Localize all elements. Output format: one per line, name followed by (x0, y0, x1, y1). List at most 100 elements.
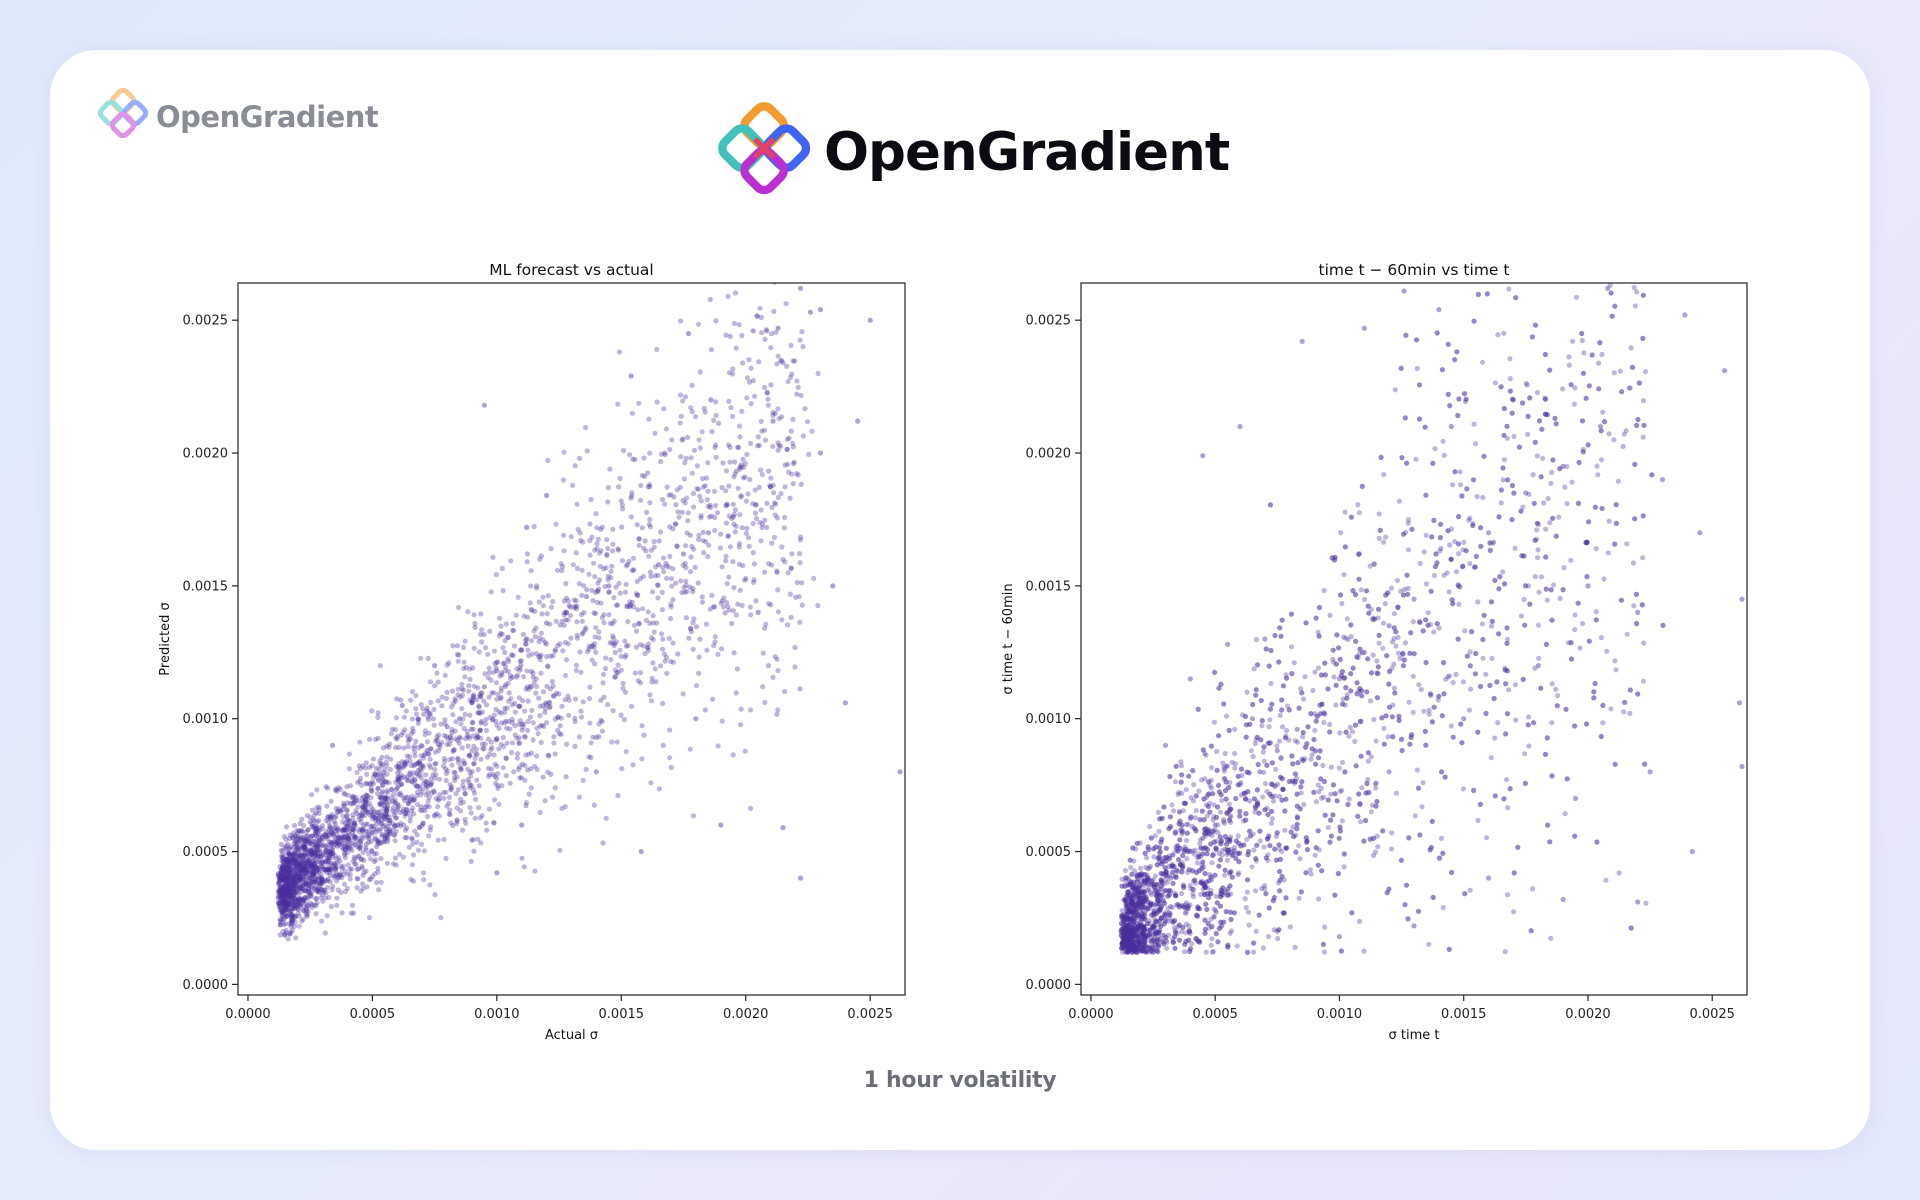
data-point (280, 872, 286, 878)
data-point (1132, 925, 1138, 932)
data-point (1123, 900, 1129, 907)
data-point (1130, 916, 1136, 922)
data-point (1468, 686, 1474, 692)
data-point (313, 827, 319, 834)
data-point (275, 872, 281, 878)
data-point (727, 544, 734, 550)
data-point (303, 870, 309, 876)
data-point (288, 866, 294, 872)
data-point (592, 574, 598, 580)
data-point (528, 785, 534, 791)
data-point (307, 848, 313, 854)
data-point (572, 603, 578, 610)
data-point (284, 891, 290, 897)
data-point (1150, 877, 1156, 883)
data-point (292, 851, 298, 857)
data-point (311, 846, 317, 852)
data-point (1404, 460, 1410, 466)
data-point (650, 620, 656, 626)
data-point (280, 877, 286, 883)
data-point (1584, 574, 1590, 580)
data-point (700, 484, 707, 490)
data-point (1611, 225, 1616, 230)
data-point (452, 774, 458, 781)
data-point (351, 820, 357, 826)
data-point (707, 296, 713, 303)
data-point (295, 899, 301, 905)
data-point (1282, 827, 1288, 833)
data-point (310, 857, 317, 864)
data-point (774, 569, 780, 576)
data-point (315, 867, 321, 873)
data-point (561, 622, 567, 628)
data-point (1235, 833, 1241, 839)
data-point (1580, 446, 1586, 452)
data-point (1427, 621, 1433, 628)
data-point (1201, 796, 1207, 802)
data-point (481, 631, 487, 638)
data-point (405, 743, 411, 750)
data-point (1568, 656, 1575, 662)
data-point (286, 850, 292, 857)
data-point (1157, 928, 1163, 934)
data-point (395, 805, 401, 811)
data-point (1392, 690, 1398, 696)
data-point (1399, 747, 1405, 754)
data-point (529, 651, 535, 657)
data-point (366, 764, 372, 771)
data-point (517, 775, 523, 781)
data-point (1133, 913, 1139, 919)
data-point (320, 843, 326, 849)
data-point (1198, 880, 1204, 886)
data-point (454, 774, 460, 780)
data-point (1119, 913, 1125, 919)
data-point (357, 846, 363, 852)
data-point (519, 721, 525, 727)
data-point (312, 878, 318, 884)
data-point (1540, 263, 1545, 268)
data-point (296, 828, 302, 834)
data-point (392, 801, 398, 807)
data-point (285, 891, 291, 898)
data-point (651, 544, 657, 550)
data-point (524, 559, 530, 565)
data-point (329, 840, 335, 846)
data-point (310, 866, 316, 872)
data-point (405, 801, 411, 807)
data-point (775, 495, 781, 501)
data-point (281, 891, 287, 897)
data-point (302, 852, 308, 858)
data-point (811, 575, 817, 582)
data-point (1120, 915, 1126, 922)
data-point (380, 782, 386, 788)
data-point (465, 734, 471, 740)
data-point (701, 405, 707, 412)
data-point (278, 893, 284, 899)
data-point (1572, 723, 1578, 729)
data-point (1139, 878, 1145, 884)
data-point (1169, 904, 1175, 911)
data-point (1278, 633, 1284, 639)
data-point (534, 725, 540, 731)
data-point (1649, 472, 1655, 478)
data-point (573, 550, 579, 556)
data-point (366, 835, 372, 842)
data-point (1319, 868, 1325, 874)
data-point (1277, 625, 1283, 631)
data-point (1460, 786, 1467, 792)
data-point (454, 818, 460, 824)
data-point (304, 894, 310, 900)
data-point (1217, 857, 1223, 863)
data-point (633, 591, 639, 597)
data-point (596, 629, 602, 635)
data-point (775, 707, 781, 713)
data-point (1123, 901, 1130, 907)
data-point (640, 643, 647, 649)
data-point (342, 855, 348, 861)
data-point (297, 864, 303, 870)
data-point (298, 902, 304, 908)
data-point (286, 876, 292, 883)
data-point (1221, 764, 1227, 770)
data-point (1139, 888, 1146, 894)
data-point (790, 481, 796, 487)
